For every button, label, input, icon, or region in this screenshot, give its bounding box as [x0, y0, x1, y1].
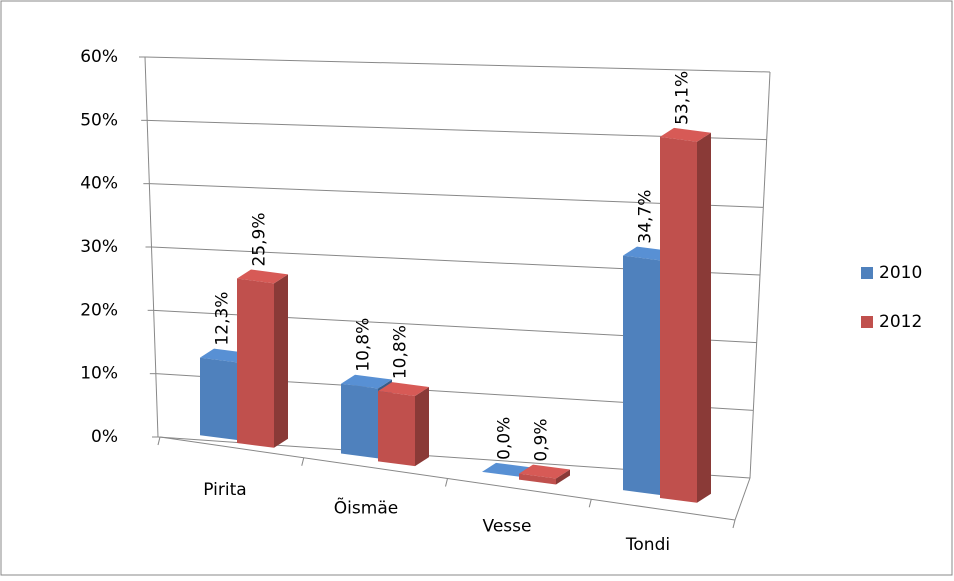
grid-line — [144, 56, 771, 73]
y-tick-label: 20% — [80, 300, 118, 320]
x-tick — [445, 478, 448, 487]
data-label: 25,9% — [250, 213, 270, 267]
data-label: 0,9% — [532, 418, 552, 461]
y-tick-label: 60% — [80, 47, 118, 67]
bar-top — [519, 464, 570, 479]
bar-side — [556, 469, 570, 485]
bar — [341, 383, 378, 459]
x-tick-label: Tondi — [625, 535, 670, 555]
data-label: 0,0% — [495, 417, 515, 460]
y-tick-label: 0% — [91, 427, 118, 447]
data-label: 10,8% — [391, 325, 411, 379]
bar-top — [660, 127, 711, 142]
bar-top — [341, 374, 392, 389]
bar-top — [237, 269, 288, 284]
y-tick-label: 10% — [80, 364, 118, 384]
y-tick-label: 50% — [80, 110, 118, 130]
legend-label: 2012 — [879, 312, 922, 332]
legend-swatch — [861, 267, 873, 279]
bar-side — [274, 274, 288, 448]
y-tick-label: 40% — [80, 174, 118, 194]
legend-label: 2010 — [879, 263, 922, 283]
data-label: 10,8% — [354, 318, 374, 372]
floor-edge — [734, 477, 751, 521]
bar — [623, 255, 660, 495]
bar-side — [697, 132, 711, 503]
x-tick-label: Vesse — [483, 517, 532, 537]
data-label: 34,7% — [636, 190, 656, 244]
data-label: 12,3% — [213, 292, 233, 346]
data-label: 53,1% — [673, 71, 693, 125]
bar — [378, 391, 415, 467]
y-tick-label: 30% — [80, 237, 118, 257]
bar — [519, 473, 556, 485]
x-tick — [588, 499, 592, 508]
bar-top — [378, 382, 429, 396]
x-tick — [301, 457, 305, 466]
bar — [660, 136, 697, 503]
x-tick — [157, 436, 161, 446]
bar — [237, 278, 274, 448]
bar-side — [415, 386, 429, 467]
x-tick — [732, 519, 736, 529]
x-tick-label: Pirita — [203, 480, 246, 500]
x-tick-label: Õismäe — [334, 496, 398, 518]
legend-swatch — [861, 316, 873, 328]
bar — [200, 357, 237, 440]
